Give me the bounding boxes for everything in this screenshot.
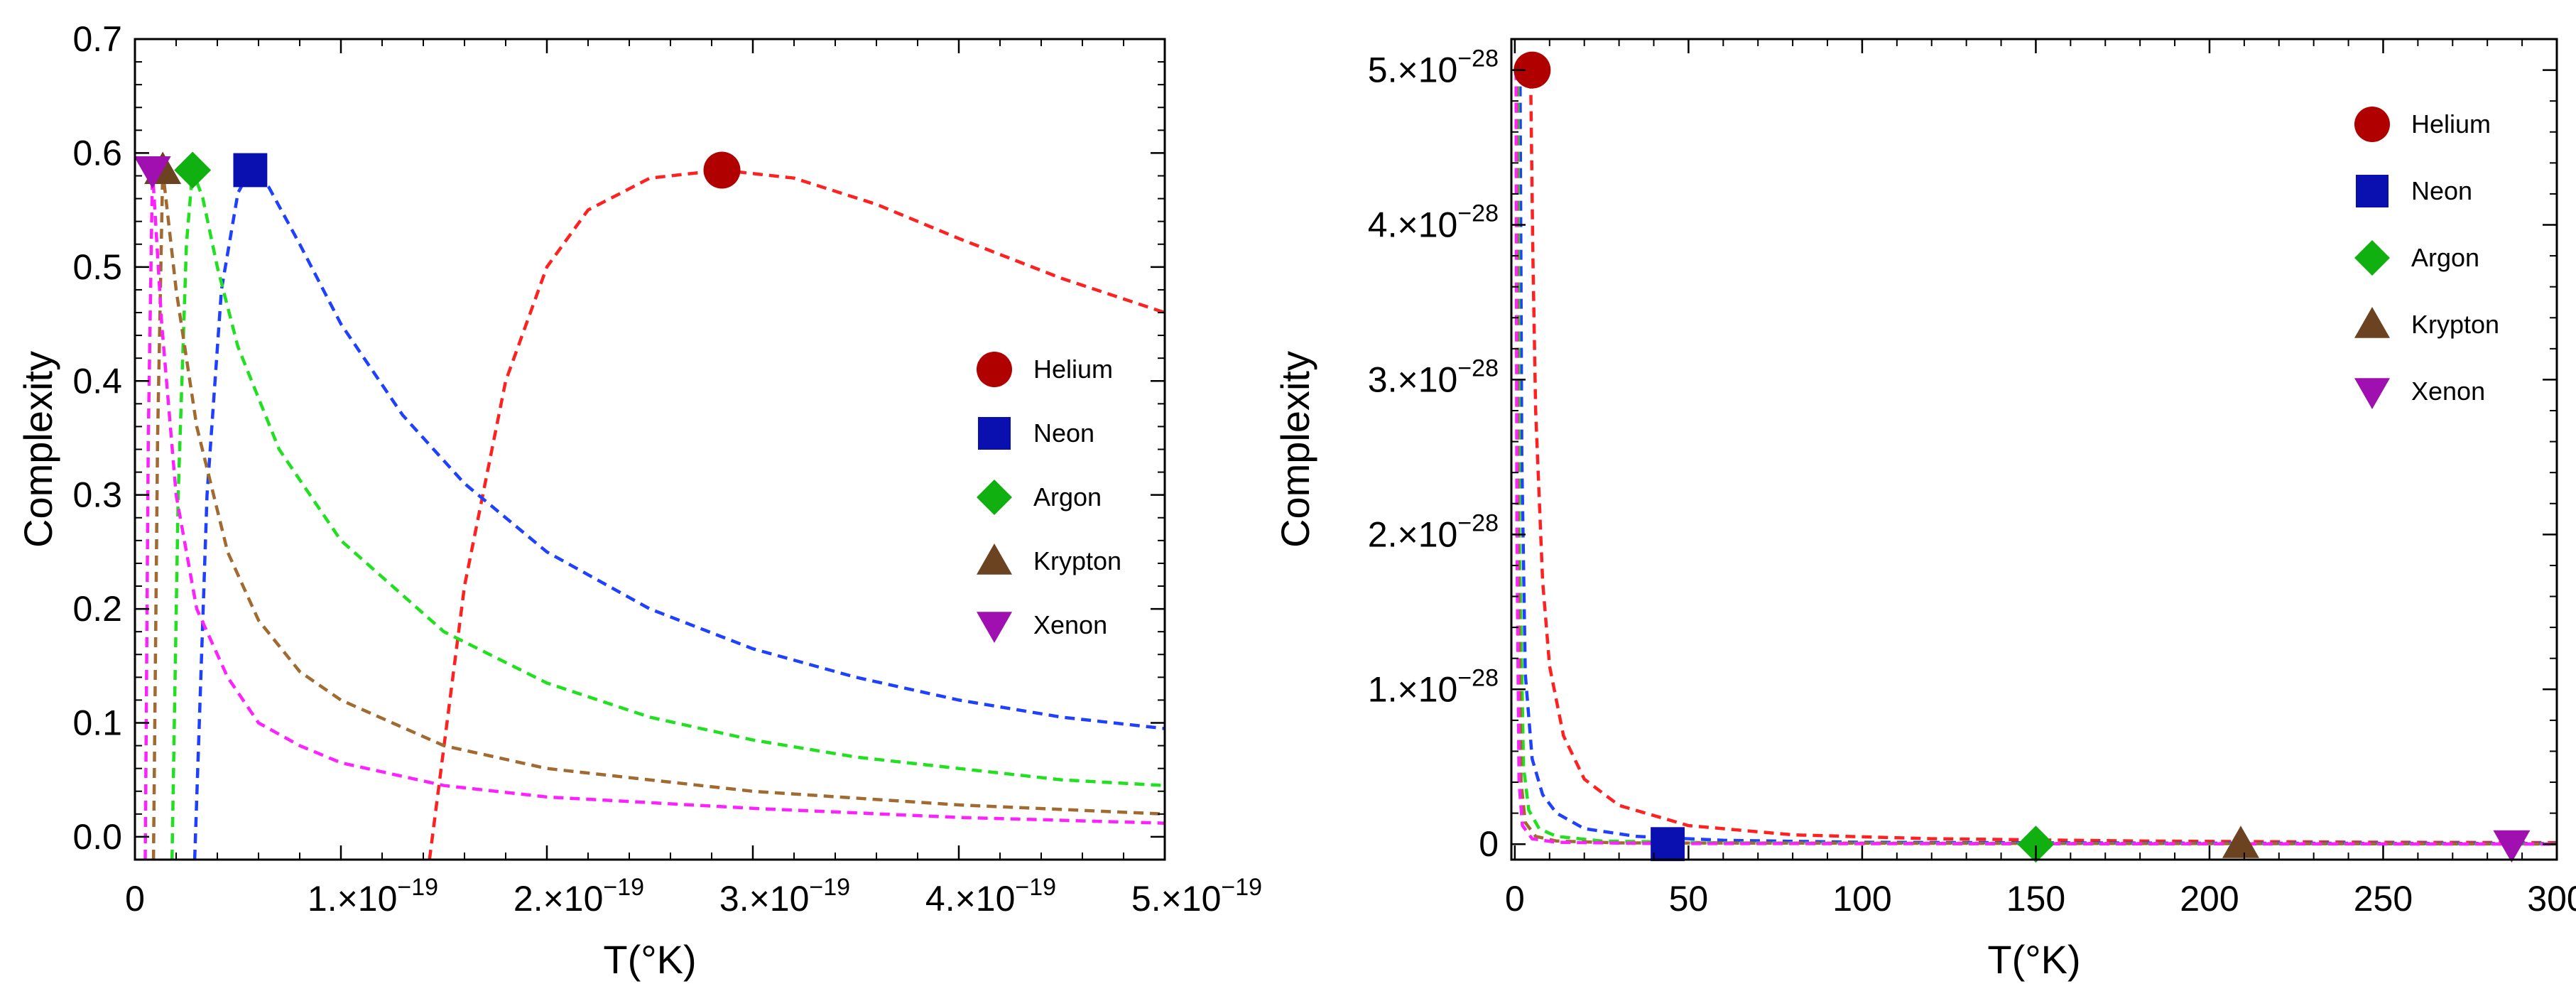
series-marker-helium — [703, 151, 741, 189]
legend-label-xenon: Xenon — [1033, 610, 1107, 639]
series-line-xenon — [1514, 70, 2557, 846]
y-tick-label: 0.3 — [72, 475, 122, 515]
legend-marker-neon — [2356, 175, 2388, 207]
series-marker-helium — [1513, 51, 1551, 89]
y-tick-label: 0 — [1479, 824, 1499, 864]
series-line-krypton — [151, 170, 1165, 860]
chart-panel-1: 0 1.×10−19 2.×10−19 3.×10−19 4.×10−19 5.×10−1… — [16, 19, 1262, 982]
x-tick-label: 300 — [2527, 879, 2576, 919]
y-tick-label: 0.6 — [72, 133, 122, 173]
legend-marker-xenon — [977, 612, 1012, 643]
x-tick-label: 250 — [2354, 879, 2413, 919]
legend-label-krypton: Krypton — [2411, 310, 2499, 339]
y-tick-label: 0.4 — [72, 361, 122, 401]
y-tick-label: 0.2 — [72, 589, 122, 629]
series-line-krypton — [1515, 70, 2557, 846]
legend: Helium Neon Argon Krypton Xenon — [2354, 107, 2499, 409]
y-tick-label: 2.×10−28 — [1368, 509, 1499, 554]
series-line-helium — [428, 168, 1165, 860]
series-marker-neon — [233, 153, 268, 188]
y-tick-label: 0.1 — [72, 703, 122, 743]
y-tick-label: 3.×10−28 — [1368, 355, 1499, 399]
series-marker-xenon — [2493, 830, 2531, 863]
y-axis-label: Complexity — [1273, 351, 1317, 548]
legend-label-argon: Argon — [1033, 482, 1102, 512]
legend-label-neon: Neon — [1033, 418, 1094, 448]
legend-label-helium: Helium — [1033, 355, 1113, 384]
series-marker-neon — [1651, 827, 1685, 862]
legend-marker-krypton — [977, 543, 1012, 575]
y-tick-label: 5.×10−28 — [1368, 45, 1499, 90]
legend-label-neon: Neon — [2411, 176, 2472, 205]
y-tick-label: 1.×10−28 — [1368, 664, 1499, 709]
x-tick-label: 50 — [1669, 879, 1709, 919]
legend-marker-krypton — [2354, 307, 2390, 338]
x-tick-label: 2.×10−19 — [513, 874, 644, 919]
plot-frame — [1510, 38, 2558, 861]
legend-marker-helium — [977, 352, 1012, 387]
x-axis-label: T(°K) — [603, 937, 696, 982]
x-tick-label: 1.×10−19 — [308, 874, 438, 919]
y-axis-label: Complexity — [16, 351, 60, 548]
x-tick-label: 3.×10−19 — [719, 874, 850, 919]
series-marker-argon — [2017, 826, 2055, 863]
legend: Helium Neon Argon Krypton Xenon — [977, 352, 1121, 643]
legend-marker-neon — [978, 417, 1011, 450]
x-tick-label: 150 — [2006, 879, 2065, 919]
series-line-argon — [170, 169, 1165, 860]
y-tick-label: 0.7 — [72, 19, 122, 59]
x-tick-label: 4.×10−19 — [925, 874, 1056, 919]
series-marker-xenon — [134, 156, 171, 189]
legend-marker-helium — [2354, 107, 2390, 142]
series-marker-argon — [174, 151, 212, 189]
legend-marker-argon — [2354, 240, 2390, 276]
y-tick-label: 0.0 — [72, 817, 122, 857]
chart-panel-2: 0 50 100 150 200 250 300 0 1.×10−28 2.×10−28 3.×10… — [1273, 38, 2576, 982]
series-line-argon — [1516, 70, 2557, 846]
y-tick-label: 4.×10−28 — [1368, 200, 1499, 245]
x-tick-label: 200 — [2180, 879, 2239, 919]
series-line-xenon — [143, 170, 1165, 860]
series-marker-krypton — [2222, 826, 2259, 858]
legend-label-xenon: Xenon — [2411, 377, 2485, 406]
y-tick-label: 0.5 — [72, 247, 122, 287]
series-line-helium — [1528, 62, 2557, 845]
x-tick-label: 5.×10−19 — [1131, 874, 1262, 919]
x-tick-label: 100 — [1832, 879, 1891, 919]
x-axis-label: T(°K) — [1987, 937, 2080, 982]
legend-label-helium: Helium — [2411, 109, 2491, 139]
legend-marker-xenon — [2354, 378, 2390, 409]
x-tick-label: 0 — [1505, 879, 1525, 919]
legend-marker-argon — [977, 480, 1012, 515]
legend-label-argon: Argon — [2411, 243, 2479, 272]
legend-label-krypton: Krypton — [1033, 546, 1121, 575]
x-tick-label: 0 — [125, 879, 145, 919]
series-line-neon — [1518, 70, 2557, 845]
series-line-neon — [192, 167, 1165, 860]
